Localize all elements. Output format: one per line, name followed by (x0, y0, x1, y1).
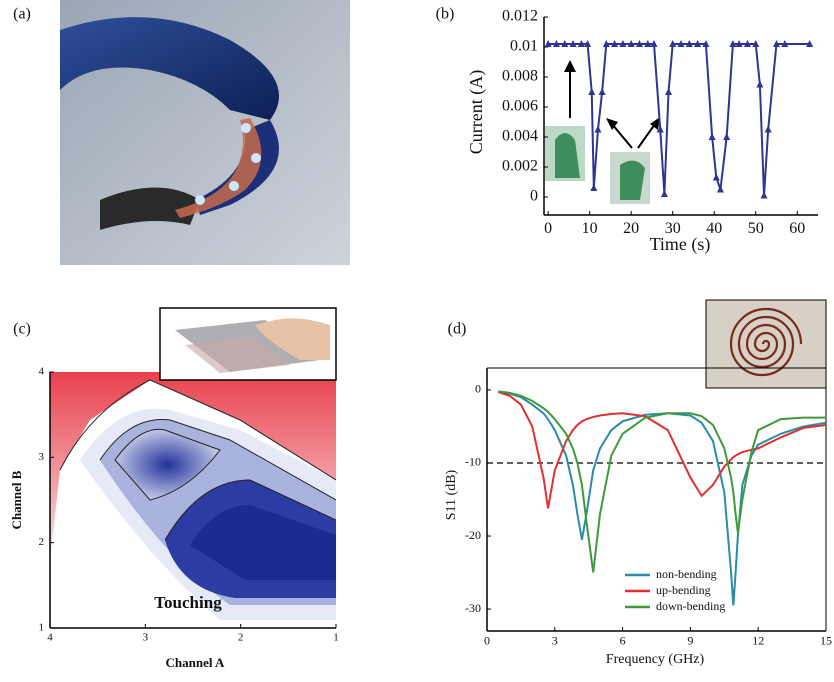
panel-label: (d) (448, 321, 467, 338)
y-tick-label: -20 (465, 528, 481, 542)
marker (756, 81, 763, 88)
marker (594, 126, 601, 133)
x-tick-label: 60 (789, 220, 805, 237)
contour-field (50, 372, 336, 628)
y-tick-label: 1 (39, 622, 45, 634)
marker (717, 186, 724, 193)
y-axis-label: S11 (dB) (444, 469, 459, 520)
x-axis-label: Channel A (166, 655, 225, 670)
marker (723, 133, 730, 140)
y-tick-label: 3 (39, 451, 45, 463)
legend-label: down-bending (656, 599, 725, 613)
x-tick-label: 0 (484, 634, 490, 648)
y-tick-label: 0.004 (502, 128, 538, 145)
legend-label: up-bending (656, 583, 711, 597)
x-tick-label: 0 (544, 220, 552, 237)
y-tick-label: 0 (530, 188, 538, 205)
x-tick-label: 10 (582, 220, 598, 237)
x-tick-label: 50 (748, 220, 764, 237)
x-tick-label: 15 (820, 634, 832, 648)
series-line (548, 44, 810, 196)
series-line (498, 392, 826, 508)
x-tick-label: 3 (143, 631, 149, 643)
figure: (a) (b)010203040506000.00 (0, 0, 834, 682)
y-tick-label: 2 (39, 536, 45, 548)
marker (599, 88, 606, 95)
marker (713, 174, 720, 181)
marker (661, 190, 668, 197)
y-tick-label: 0.012 (502, 8, 538, 25)
x-axis-label: Time (s) (650, 234, 711, 255)
photo (60, 0, 350, 265)
x-tick-label: 4 (47, 631, 53, 643)
y-tick-label: 0.006 (502, 98, 538, 115)
x-tick-label: 6 (620, 634, 626, 648)
panel-label: (c) (13, 321, 31, 338)
y-tick-label: 4 (39, 366, 45, 378)
y-tick-label: -10 (465, 455, 481, 469)
touch-inset (160, 308, 336, 380)
marker (590, 184, 597, 191)
marker (765, 126, 772, 133)
y-axis-label: Current (A) (466, 70, 487, 154)
y-tick-label: -30 (465, 601, 481, 615)
y-tick-label: 0.002 (502, 158, 538, 175)
panel-label: (b) (436, 6, 455, 23)
marker (665, 88, 672, 95)
x-tick-label: 3 (552, 634, 558, 648)
x-tick-label: 9 (687, 634, 693, 648)
marker (588, 88, 595, 95)
y-tick-label: 0.01 (510, 38, 538, 55)
panel-label: (a) (13, 6, 31, 23)
x-tick-label: 2 (238, 631, 244, 643)
legend-label: non-bending (656, 567, 717, 581)
marker (709, 133, 716, 140)
x-tick-label: 12 (752, 634, 764, 648)
y-axis-label: Channel B (9, 470, 24, 529)
spiral-inset (706, 300, 826, 388)
x-tick-label: 1 (333, 631, 339, 643)
y-tick-label: 0 (475, 382, 481, 396)
x-tick-label: 20 (623, 220, 639, 237)
x-axis-label: Frequency (GHz) (606, 652, 705, 667)
marker (761, 192, 768, 199)
annotation: Touching (154, 593, 222, 612)
y-tick-label: 0.008 (502, 68, 538, 85)
